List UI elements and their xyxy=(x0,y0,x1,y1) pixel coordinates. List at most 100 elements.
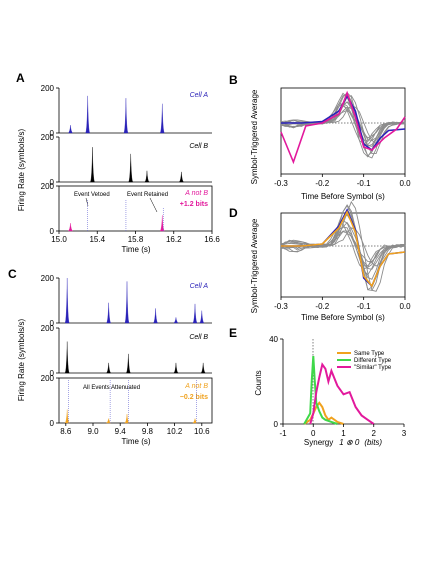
panel-A-cellA-label: Cell A xyxy=(190,92,209,99)
C-x-ticklabel: 10.2 xyxy=(167,427,183,436)
svg-text:200: 200 xyxy=(41,182,55,191)
A-anotb-peak xyxy=(67,223,74,232)
A-x-ticklabel: 15.8 xyxy=(128,235,144,244)
panel-E-ylabel: Counts xyxy=(254,370,263,395)
svg-text:200: 200 xyxy=(41,274,55,283)
gray-sta-trace xyxy=(280,91,406,159)
gray-sta-trace xyxy=(280,106,406,141)
A-cellA-peak xyxy=(159,103,165,134)
panel-B-series xyxy=(280,90,406,165)
gray-sta-trace xyxy=(280,109,406,139)
panel-A-xlabel: Time (s) xyxy=(121,245,150,254)
panel-B-frame xyxy=(280,87,406,175)
C-cellA-peak xyxy=(124,281,130,324)
gray-sta-trace xyxy=(280,223,406,270)
panel-A-anotb-axes: 200 0 A not B +1.2 bits Event Vetoed Eve… xyxy=(41,182,213,236)
A-cellA-peak xyxy=(84,95,91,134)
C-x-ticklabel: 9.0 xyxy=(87,427,99,436)
svg-text:0: 0 xyxy=(50,369,55,378)
C-x-ticklabel: 9.8 xyxy=(142,427,154,436)
C-cellA-peak xyxy=(199,310,205,324)
legend-same-type: Same Type xyxy=(354,351,385,357)
panel-E-series xyxy=(303,355,375,425)
panel-A-xticks: 15.0 15.4 15.8 16.2 16.6 xyxy=(51,231,220,244)
svg-text:200: 200 xyxy=(41,84,55,93)
A-cellB-peak xyxy=(144,170,150,183)
C-cellA-peak xyxy=(152,308,159,324)
D-series-1 xyxy=(281,210,406,288)
panel-D-xticks: -0.3 -0.2 -0.1 0.0 xyxy=(274,297,411,311)
panel-C-cellB-trace xyxy=(64,341,206,374)
svg-text:200: 200 xyxy=(41,324,55,333)
panel-A-cellB-label: Cell B xyxy=(189,143,208,150)
panel-A-ylabel: Firing Rate (symbols/s) xyxy=(17,129,26,212)
panel-E-label: E xyxy=(229,326,237,340)
legend-different-type: Different Type xyxy=(354,358,392,364)
E-x-ticklabel: 3 xyxy=(402,429,407,438)
C-cellA-peak xyxy=(173,317,179,324)
A-cellB-peak xyxy=(89,147,96,183)
panel-C-cellB-label: Cell B xyxy=(189,334,208,341)
panel-C-xticks: 8.6 9.0 9.4 9.8 10.2 10.6 xyxy=(60,423,210,436)
panel-D-series xyxy=(281,208,406,288)
panel-D-xlabel: Time Before Symbol (s) xyxy=(301,313,385,322)
panel-A-info: +1.2 bits xyxy=(180,201,208,208)
C-x-ticklabel: 10.6 xyxy=(194,427,210,436)
panel-C-cellA-axes: 200 0 Cell A xyxy=(41,274,212,328)
svg-text:0: 0 xyxy=(50,419,55,428)
panel-D-frame xyxy=(280,212,406,298)
gray-sta-trace xyxy=(280,204,406,291)
panel-B-xticks: -0.3 -0.2 -0.1 0.0 xyxy=(274,174,411,188)
D-x-ticklabel: 0.0 xyxy=(399,302,411,311)
E-series-1 xyxy=(303,355,338,425)
gray-sta-trace xyxy=(280,227,406,267)
panel-D-label: D xyxy=(229,206,238,220)
panel-C-ylabel: Firing Rate (symbols/s) xyxy=(17,319,26,402)
A-x-ticklabel: 16.2 xyxy=(166,235,182,244)
C-cellB-peak xyxy=(64,341,70,374)
C-cellB-peak xyxy=(125,353,132,374)
panel-E-xticks: -1 0 1 2 3 xyxy=(279,424,407,438)
C-cellA-peak xyxy=(192,303,198,324)
panel-A-anotb-label: A not B xyxy=(184,190,208,197)
B-x-ticklabel: -0.3 xyxy=(274,179,288,188)
A-cellB-peak xyxy=(178,171,185,183)
C-cellB-peak xyxy=(105,362,112,374)
panel-C-xlabel: Time (s) xyxy=(121,437,150,446)
B-x-ticklabel: -0.1 xyxy=(357,179,371,188)
svg-text:0: 0 xyxy=(50,129,55,138)
panel-A-cellA-axes: 200 0 Cell A xyxy=(41,84,212,138)
panel-E-ytick-40: 40 xyxy=(269,335,278,344)
svg-text:200: 200 xyxy=(41,133,55,142)
E-series-2 xyxy=(309,362,375,425)
C-x-ticklabel: 8.6 xyxy=(60,427,72,436)
panel-C-cellB-axes: 200 0 Cell B xyxy=(41,324,212,378)
B-x-ticklabel: 0.0 xyxy=(399,179,411,188)
panel-C-label: C xyxy=(8,267,17,281)
E-x-ticklabel: 2 xyxy=(372,429,377,438)
B-series-1 xyxy=(280,90,406,165)
gray-sta-trace xyxy=(280,104,406,144)
panel-C-all-events: All Events Attenuated xyxy=(83,385,140,391)
svg-text:0: 0 xyxy=(50,178,55,187)
panel-A-event-retained: Event Retained xyxy=(127,192,168,198)
B-x-ticklabel: -0.2 xyxy=(315,179,329,188)
panel-B-xlabel: Time Before Symbol (s) xyxy=(301,192,385,201)
panel-A-label: A xyxy=(16,71,25,85)
panel-C-cellA-trace xyxy=(64,277,205,324)
panel-C-anotb-trace xyxy=(64,380,198,424)
B-series-0 xyxy=(281,94,406,152)
D-x-ticklabel: -0.1 xyxy=(357,302,371,311)
C-cellA-peak xyxy=(64,277,70,324)
A-cellB-peak xyxy=(128,153,134,183)
panel-C-cellA-label: Cell A xyxy=(190,283,209,290)
panel-E-xlabel: Synergy 1 ⊗ 0 (bits) xyxy=(304,438,383,447)
panel-A-cellA-trace xyxy=(67,95,165,134)
C-cellB-peak xyxy=(173,362,179,374)
panel-E-legend: Same Type Different Type "Similar" Type xyxy=(337,351,392,371)
A-x-ticklabel: 15.0 xyxy=(51,235,67,244)
svg-text:0: 0 xyxy=(50,227,55,236)
panel-B-label: B xyxy=(229,73,238,87)
D-x-ticklabel: -0.3 xyxy=(274,302,288,311)
